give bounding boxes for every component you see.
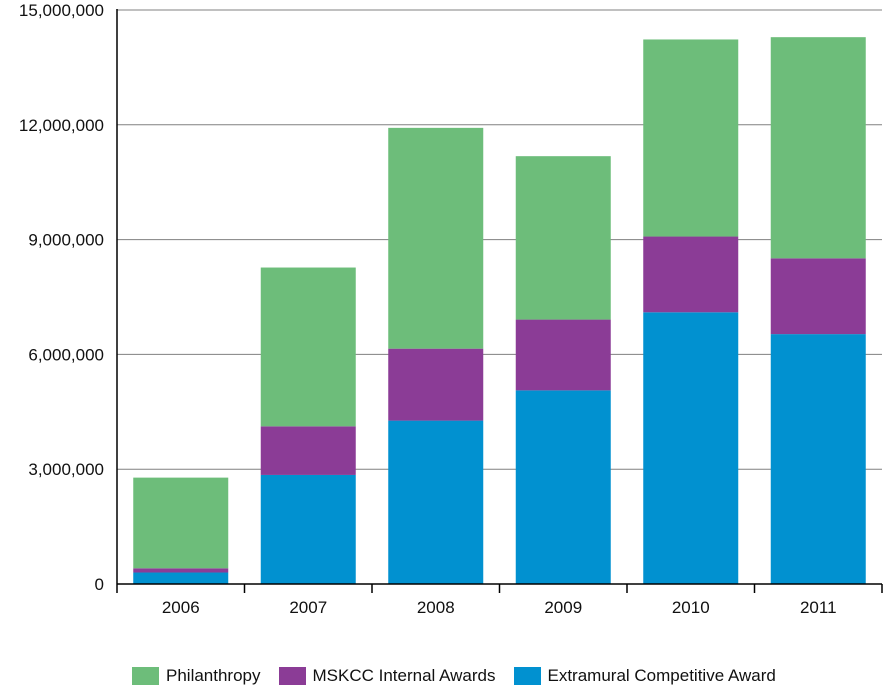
bar-extramural-2006 — [133, 572, 229, 584]
legend-swatch-philanthropy — [132, 667, 159, 685]
x-tick-label: 2008 — [417, 598, 455, 617]
legend-item-philanthropy: Philanthropy — [132, 666, 261, 686]
bar-extramural-2011 — [770, 334, 866, 584]
x-tick-label: 2006 — [162, 598, 200, 617]
y-tick-label: 0 — [95, 575, 104, 594]
bar-extramural-2009 — [515, 390, 611, 584]
bar-philanthropy-2011 — [770, 37, 866, 259]
legend-label-philanthropy: Philanthropy — [166, 666, 261, 685]
bar-extramural-2010 — [643, 312, 739, 584]
bar-philanthropy-2006 — [133, 477, 229, 569]
y-tick-label: 9,000,000 — [28, 231, 104, 250]
bar-philanthropy-2008 — [388, 127, 484, 349]
bar-internal-2011 — [770, 258, 866, 335]
bar-extramural-2008 — [388, 420, 484, 584]
legend-swatch-extramural — [513, 667, 541, 685]
bar-philanthropy-2007 — [260, 267, 356, 427]
chart-plot: 0 3,000,000 6,000,000 9,000,000 12,000,000 15… — [19, 1, 883, 617]
x-tick-label: 2009 — [544, 598, 582, 617]
legend-swatch-internal — [278, 667, 306, 685]
bar-internal-2007 — [260, 426, 356, 475]
bar-internal-2010 — [643, 236, 739, 313]
legend-item-internal: MSKCC Internal Awards — [278, 666, 496, 686]
y-tick-label: 3,000,000 — [28, 460, 104, 479]
x-tick-label: 2010 — [672, 598, 710, 617]
legend: Philanthropy MSKCC Internal Awards Extra… — [132, 664, 776, 688]
y-tick-label: 12,000,000 — [19, 116, 104, 135]
bar-internal-2009 — [515, 319, 611, 391]
y-tick-label: 6,000,000 — [28, 345, 104, 364]
bar-philanthropy-2010 — [643, 39, 739, 237]
legend-label-internal: MSKCC Internal Awards — [312, 666, 496, 685]
bar-internal-2006 — [133, 568, 229, 573]
bar-philanthropy-2009 — [515, 156, 611, 320]
legend-label-extramural: Extramural Competitive Award — [547, 666, 776, 685]
x-tick-label: 2007 — [289, 598, 327, 617]
bar-internal-2008 — [388, 348, 484, 421]
bar-extramural-2007 — [260, 474, 356, 584]
legend-item-extramural: Extramural Competitive Award — [513, 666, 776, 686]
x-tick-label: 2011 — [800, 598, 837, 617]
y-tick-label: 15,000,000 — [19, 1, 104, 20]
